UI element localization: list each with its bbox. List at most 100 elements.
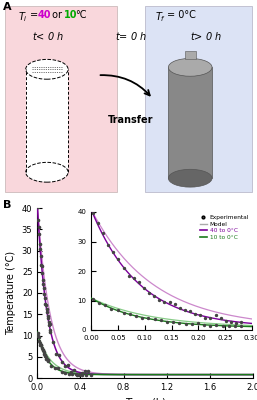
Text: $t$> 0 h: $t$> 0 h xyxy=(190,30,222,42)
Point xyxy=(42,350,46,357)
Point xyxy=(40,269,44,276)
Ellipse shape xyxy=(168,169,212,187)
Point xyxy=(63,370,67,376)
Point xyxy=(190,321,194,328)
Point xyxy=(219,315,223,322)
Polygon shape xyxy=(5,6,117,192)
Point xyxy=(208,322,212,329)
Point xyxy=(198,312,202,319)
Point xyxy=(77,372,81,378)
Point xyxy=(96,220,100,226)
Point xyxy=(162,299,167,306)
Polygon shape xyxy=(185,52,196,59)
Point xyxy=(36,216,40,223)
Point xyxy=(214,312,218,318)
Text: 40: 40 xyxy=(37,10,51,20)
Polygon shape xyxy=(26,69,68,172)
Text: $t$= 0 h: $t$= 0 h xyxy=(115,30,146,42)
Point xyxy=(202,322,206,328)
Point xyxy=(37,337,41,344)
Point xyxy=(153,316,157,322)
Point xyxy=(75,372,79,378)
Point xyxy=(47,318,51,325)
Point xyxy=(67,371,71,377)
Point xyxy=(111,249,115,256)
Point xyxy=(60,359,64,365)
Point xyxy=(77,370,81,377)
Point xyxy=(208,314,213,321)
Point xyxy=(42,349,46,356)
Legend: Experimental, Model, 40 to 0°C, 10 to 0°C: Experimental, Model, 40 to 0°C, 10 to 0°… xyxy=(200,215,249,240)
Point xyxy=(48,327,52,333)
Point xyxy=(239,319,243,325)
Point xyxy=(54,351,58,357)
Point xyxy=(38,340,42,346)
Point xyxy=(165,319,169,325)
Point xyxy=(80,370,85,376)
Point xyxy=(239,323,243,329)
Point xyxy=(203,314,207,321)
Point xyxy=(48,321,52,327)
Ellipse shape xyxy=(26,59,68,79)
Point xyxy=(36,224,41,230)
Point xyxy=(60,368,64,375)
Point xyxy=(229,319,233,325)
Point xyxy=(116,256,121,263)
Point xyxy=(48,329,52,336)
Point xyxy=(233,322,237,329)
Point xyxy=(214,322,218,328)
Point xyxy=(137,279,141,286)
Point xyxy=(132,275,136,281)
Point xyxy=(39,262,43,268)
Point xyxy=(157,296,161,303)
Point xyxy=(38,246,42,252)
Point xyxy=(146,315,151,322)
Point xyxy=(134,313,138,320)
Point xyxy=(101,230,105,236)
Point xyxy=(142,284,146,291)
Point xyxy=(41,346,45,353)
Point xyxy=(109,305,113,312)
FancyArrowPatch shape xyxy=(100,75,150,96)
Point xyxy=(39,252,43,259)
Point xyxy=(227,323,231,329)
Point xyxy=(43,353,47,359)
Point xyxy=(115,306,120,313)
Y-axis label: Temperature (°C): Temperature (°C) xyxy=(6,251,16,335)
Point xyxy=(183,320,188,327)
Point xyxy=(80,372,85,378)
Point xyxy=(39,342,43,348)
Point xyxy=(57,352,61,358)
Point xyxy=(45,315,50,322)
Text: 10: 10 xyxy=(64,10,77,20)
Point xyxy=(127,273,131,279)
Point xyxy=(53,364,57,371)
Point xyxy=(47,322,51,328)
Point xyxy=(46,356,50,363)
Point xyxy=(193,311,197,317)
Point xyxy=(41,277,45,283)
Point xyxy=(224,318,228,324)
Polygon shape xyxy=(168,67,212,178)
Point xyxy=(103,302,107,308)
Text: Transfer: Transfer xyxy=(108,115,153,125)
Text: $T_f$: $T_f$ xyxy=(155,10,167,24)
Point xyxy=(122,309,126,316)
Text: A: A xyxy=(3,2,11,12)
Polygon shape xyxy=(145,6,252,192)
Point xyxy=(40,345,44,352)
Point xyxy=(83,368,87,374)
Point xyxy=(72,366,76,373)
Point xyxy=(35,330,40,336)
Point xyxy=(97,300,101,306)
Point xyxy=(122,264,126,271)
Point xyxy=(45,357,50,363)
Point xyxy=(56,365,60,372)
Text: $t$< 0 h: $t$< 0 h xyxy=(32,30,63,42)
Point xyxy=(89,371,93,378)
Point xyxy=(70,371,74,378)
Point xyxy=(168,299,172,306)
Point xyxy=(196,320,200,327)
Point xyxy=(152,293,156,299)
Point xyxy=(66,362,70,369)
